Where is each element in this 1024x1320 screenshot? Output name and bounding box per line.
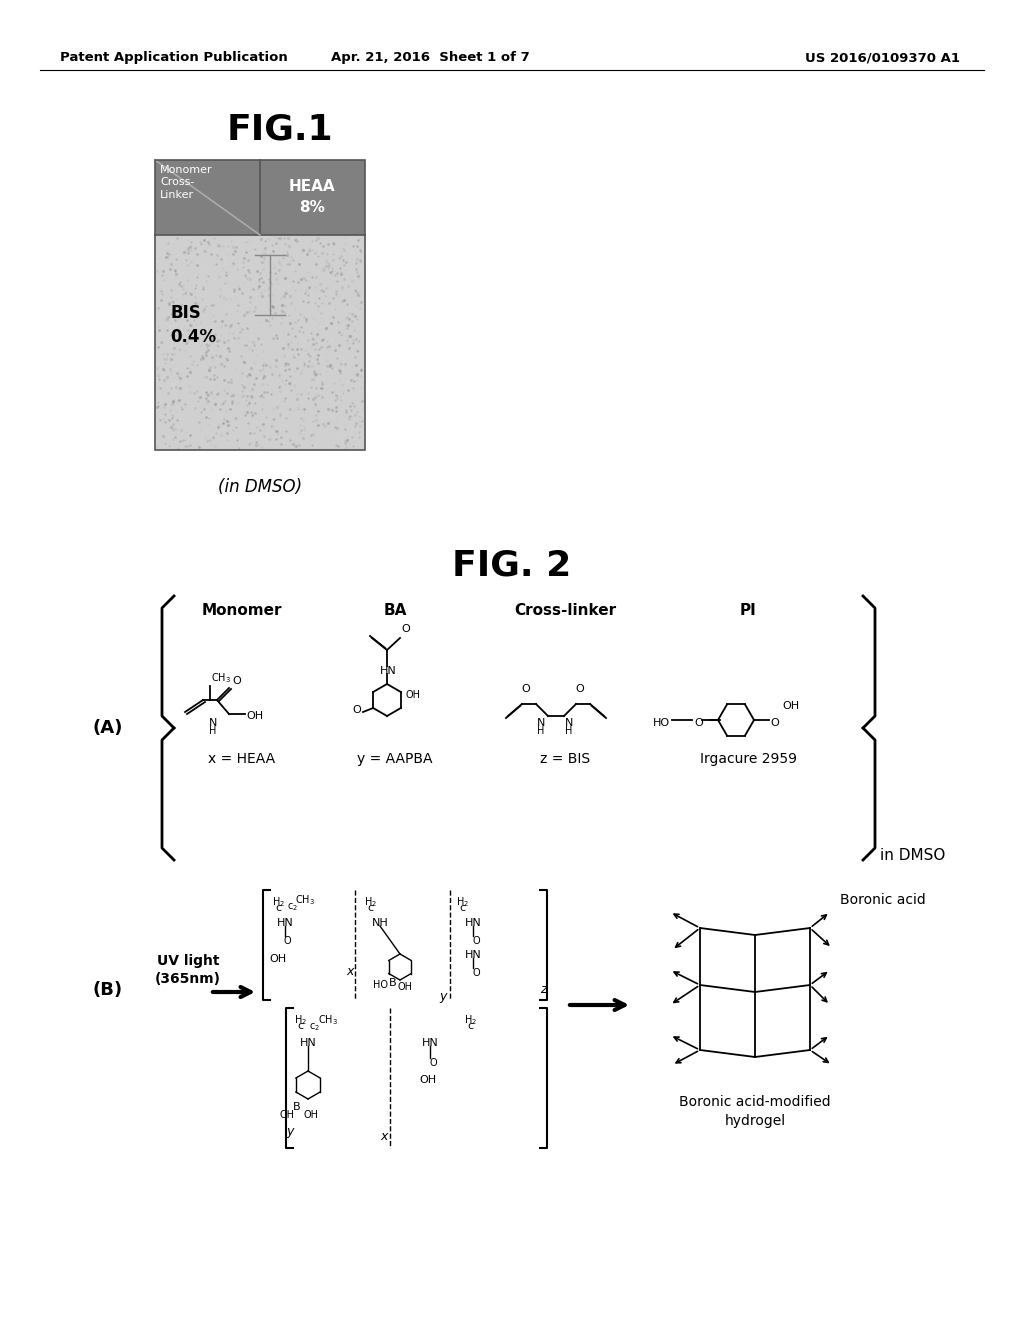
Text: BA: BA: [383, 603, 407, 618]
Text: HN: HN: [465, 950, 481, 960]
Text: HN: HN: [465, 917, 481, 928]
Text: OH: OH: [406, 690, 420, 700]
Text: Boronic acid-modified
hydrogel: Boronic acid-modified hydrogel: [679, 1096, 830, 1129]
Text: y = AAPBA: y = AAPBA: [357, 752, 433, 766]
Text: Monomer
Cross-
Linker: Monomer Cross- Linker: [160, 165, 213, 199]
Text: Patent Application Publication: Patent Application Publication: [60, 51, 288, 65]
Text: O: O: [352, 705, 361, 715]
Text: H$_2$: H$_2$: [294, 1012, 306, 1027]
Text: x: x: [346, 965, 353, 978]
Text: z = BIS: z = BIS: [540, 752, 590, 766]
Text: BIS
0.4%: BIS 0.4%: [170, 304, 216, 346]
Text: HN: HN: [380, 667, 396, 676]
Text: O: O: [694, 718, 702, 729]
Text: OH: OH: [420, 1074, 436, 1085]
Text: O: O: [429, 1059, 437, 1068]
Text: FIG. 2: FIG. 2: [453, 548, 571, 582]
Text: c: c: [467, 1020, 473, 1031]
Text: OH: OH: [246, 711, 263, 721]
Bar: [155, 160, 260, 235]
Text: H$_2$: H$_2$: [464, 1012, 476, 1027]
Text: N: N: [565, 718, 573, 729]
Bar: [155, 160, 365, 450]
Text: HO: HO: [373, 979, 388, 990]
Text: HEAA
8%: HEAA 8%: [289, 180, 335, 215]
Text: B: B: [293, 1102, 301, 1111]
Text: c: c: [459, 903, 465, 913]
Text: (in DMSO): (in DMSO): [218, 478, 302, 496]
Text: B: B: [389, 978, 397, 987]
Text: z: z: [540, 983, 546, 997]
Text: c: c: [297, 1020, 303, 1031]
Text: Monomer: Monomer: [202, 603, 283, 618]
Text: N: N: [537, 718, 546, 729]
Text: OH: OH: [782, 701, 799, 711]
Text: UV light
(365nm): UV light (365nm): [155, 954, 221, 986]
Text: Apr. 21, 2016  Sheet 1 of 7: Apr. 21, 2016 Sheet 1 of 7: [331, 51, 529, 65]
Bar: [260, 160, 365, 235]
Bar: [155, 235, 365, 450]
Text: PI: PI: [739, 603, 757, 618]
Text: c$_2$: c$_2$: [309, 1020, 321, 1032]
Text: HN: HN: [300, 1038, 316, 1048]
Text: HN: HN: [422, 1038, 438, 1048]
Text: y: y: [439, 990, 446, 1003]
Text: H: H: [209, 726, 217, 737]
Text: O: O: [472, 968, 480, 978]
Text: O: O: [401, 624, 410, 634]
Text: FIG.1: FIG.1: [226, 114, 334, 147]
Text: H$_2$: H$_2$: [271, 895, 285, 908]
Text: CH$_3$: CH$_3$: [318, 1012, 338, 1027]
Text: x = HEAA: x = HEAA: [209, 752, 275, 766]
Text: OH: OH: [398, 982, 413, 993]
Text: x: x: [380, 1130, 388, 1143]
Text: HO: HO: [653, 718, 670, 729]
Text: O: O: [232, 676, 241, 686]
Text: Irgacure 2959: Irgacure 2959: [699, 752, 797, 766]
Text: c: c: [367, 903, 373, 913]
Text: Boronic acid: Boronic acid: [840, 894, 926, 907]
Text: H: H: [565, 726, 572, 737]
Text: H: H: [537, 726, 545, 737]
Text: US 2016/0109370 A1: US 2016/0109370 A1: [805, 51, 961, 65]
Text: OH: OH: [304, 1110, 319, 1119]
Text: NH: NH: [372, 917, 388, 928]
Text: OH: OH: [280, 1110, 295, 1119]
Text: (B): (B): [93, 981, 123, 999]
Text: O: O: [575, 684, 585, 694]
Text: Cross-linker: Cross-linker: [514, 603, 616, 618]
Text: O: O: [521, 684, 530, 694]
Text: y: y: [287, 1125, 294, 1138]
Text: H$_2$: H$_2$: [364, 895, 377, 908]
Text: CH$_3$: CH$_3$: [211, 671, 231, 685]
Text: CH$_3$: CH$_3$: [295, 894, 315, 907]
Text: O: O: [472, 936, 480, 946]
Text: HN: HN: [276, 917, 293, 928]
Text: (A): (A): [93, 719, 123, 737]
Text: in DMSO: in DMSO: [880, 847, 945, 862]
Text: OH: OH: [269, 954, 287, 964]
Text: c: c: [274, 903, 281, 913]
Text: O: O: [770, 718, 778, 729]
Text: c$_2$: c$_2$: [288, 902, 299, 913]
Text: N: N: [209, 718, 217, 729]
Text: O: O: [284, 936, 291, 946]
Text: H$_2$: H$_2$: [456, 895, 469, 908]
